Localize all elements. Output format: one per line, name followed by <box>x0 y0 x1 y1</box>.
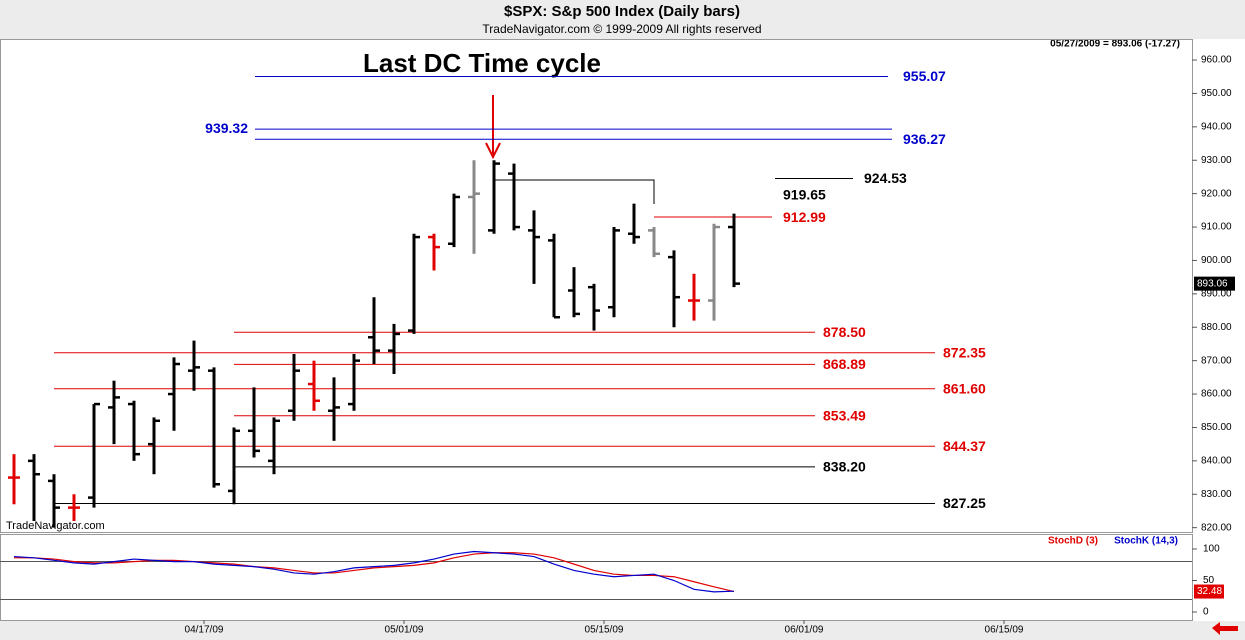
y-tick-label: 950.00 <box>1201 88 1232 99</box>
level-label: 936.27 <box>903 131 946 147</box>
level-label: 844.37 <box>943 438 986 454</box>
level-label: 872.35 <box>943 345 986 361</box>
y-tick-label: 960.00 <box>1201 55 1232 66</box>
x-tick-label: 05/15/09 <box>585 625 624 636</box>
level-label: 878.50 <box>823 324 866 340</box>
last-price-box <box>1194 276 1235 291</box>
level-label: 924.53 <box>864 170 907 186</box>
y-tick-label: 50 <box>1203 575 1215 586</box>
legend-entry: StochD (3) <box>1048 536 1098 547</box>
legend-entry: StochK (14,3) <box>1114 536 1178 547</box>
level-label: 861.60 <box>943 380 986 396</box>
y-tick-label: 820.00 <box>1201 522 1232 533</box>
y-tick-label: 880.00 <box>1201 322 1232 333</box>
stoch-panel <box>0 534 1193 621</box>
x-tick-label: 04/17/09 <box>185 625 224 636</box>
y-tick-label: 850.00 <box>1201 422 1232 433</box>
subtitle: TradeNavigator.com © 1999-2009 All right… <box>482 22 761 36</box>
level-label: 939.32 <box>205 120 248 136</box>
y-tick-label: 900.00 <box>1201 255 1232 266</box>
status: 05/27/2009 = 893.06 (-17.27) <box>1050 39 1180 50</box>
annotation: Last DC Time cycle <box>363 48 601 78</box>
header-bar <box>0 0 1245 39</box>
level-label: 853.49 <box>823 408 866 424</box>
y-tick-label: 910.00 <box>1201 222 1232 233</box>
last-stoch-box <box>1194 584 1224 599</box>
y-tick-label: 930.00 <box>1201 155 1232 166</box>
level-label: 912.99 <box>783 209 826 225</box>
stoch-line <box>14 552 735 593</box>
level-label: 838.20 <box>823 459 866 475</box>
level-label: 827.25 <box>943 495 986 511</box>
x-tick-label: 06/01/09 <box>785 625 824 636</box>
date-axis-bar <box>0 621 1245 640</box>
y-tick-label: 920.00 <box>1201 188 1232 199</box>
y-tick-label: 870.00 <box>1201 355 1232 366</box>
cycle-arrowhead <box>485 142 501 160</box>
y-tick-label: 840.00 <box>1201 455 1232 466</box>
connector <box>494 179 655 204</box>
stoch-line <box>13 550 735 593</box>
y-tick-label: 100 <box>1203 544 1220 555</box>
level-label: 955.07 <box>903 68 946 84</box>
level-label: 919.65 <box>783 187 826 203</box>
y-tick-label: 940.00 <box>1201 121 1232 132</box>
y-tick-label: 0 <box>1203 607 1209 618</box>
y-tick-label: 860.00 <box>1201 389 1232 400</box>
title: $SPX: S&p 500 Index (Daily bars) <box>504 3 740 20</box>
last-stoch-label: 32.48 <box>1197 586 1222 597</box>
x-tick-label: 06/15/09 <box>985 625 1024 636</box>
price-panel <box>0 39 1193 533</box>
level-label: 868.89 <box>823 356 866 372</box>
x-tick-label: 05/01/09 <box>385 625 424 636</box>
y-tick-label: 830.00 <box>1201 489 1232 500</box>
y-tick-label: 890.00 <box>1201 288 1232 299</box>
last-price-label: 893.06 <box>1197 278 1228 289</box>
scroll-arrow[interactable] <box>1212 622 1238 635</box>
